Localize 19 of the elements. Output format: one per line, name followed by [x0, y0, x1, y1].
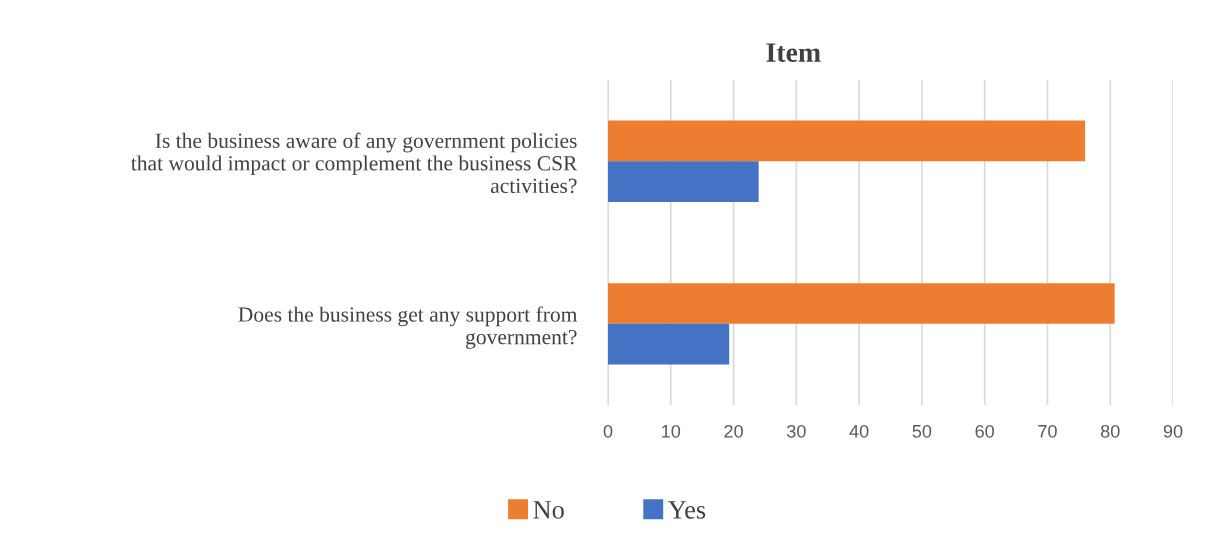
- x-tick-label: 70: [1038, 424, 1057, 438]
- x-tick-label: 0: [603, 424, 613, 438]
- bar: [608, 120, 1086, 162]
- x-tick-label: 30: [786, 424, 806, 438]
- x-tick-label: 90: [1163, 424, 1183, 438]
- x-tick-label: 40: [849, 424, 869, 438]
- y-tick-label: Does the business get any support from government?: [238, 306, 578, 349]
- bar: [608, 323, 730, 365]
- x-tick-label: 10: [662, 424, 681, 438]
- x-tick-label: 20: [724, 424, 743, 438]
- y-tick-label: Is the business aware of any government policies that would impact or complement the business CSR activities?: [131, 132, 578, 194]
- x-tick-label: 60: [975, 424, 994, 438]
- x-tick-label: 50: [912, 424, 932, 438]
- x-tick-label: 80: [1100, 424, 1120, 438]
- bar: [608, 161, 759, 202]
- legend-label: No: [533, 501, 564, 519]
- bar: [608, 283, 1115, 324]
- legend-label: Yes: [668, 501, 706, 519]
- chart-title: Item: [766, 43, 821, 62]
